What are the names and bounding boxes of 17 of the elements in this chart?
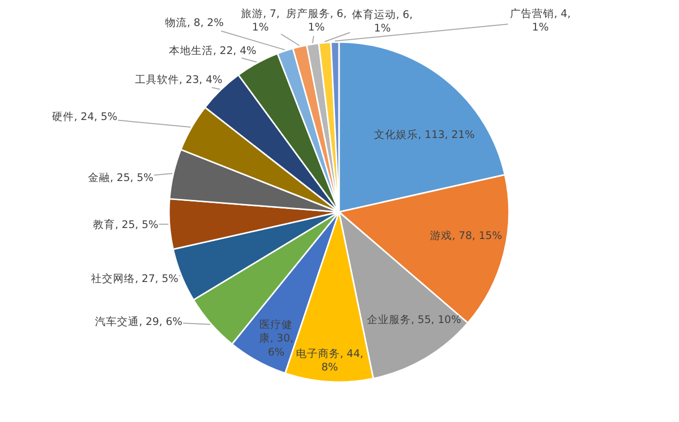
slice-label: 本地生活, 22, 4% xyxy=(169,44,256,57)
slice-label: 教育, 25, 5% xyxy=(93,218,158,231)
slice-label: 医疗健康, 30, 6% xyxy=(259,318,294,358)
slice-label: 企业服务, 55, 10% xyxy=(367,313,462,326)
slice-label: 工具软件, 23, 4% xyxy=(135,74,222,86)
slice-label: 物流, 8, 2% xyxy=(165,16,224,29)
slice-label: 金融, 25, 5% xyxy=(88,172,154,184)
slice-label: 体育运动, 6, 1% xyxy=(352,8,413,35)
slice-label: 游戏, 78, 15% xyxy=(430,229,502,242)
slice-label: 社交网络, 27, 5% xyxy=(91,272,178,285)
slice-label: 硬件, 24, 5% xyxy=(52,111,118,123)
slice-label: 广告营销, 4, 1% xyxy=(510,7,571,34)
slice-label: 文化娱乐, 113, 21% xyxy=(374,128,475,141)
slice-label: 房产服务, 6, 1% xyxy=(286,7,347,34)
slice-label: 电子商务, 44, 8% xyxy=(296,347,364,374)
slice-label: 旅游, 7, 1% xyxy=(241,7,280,34)
slice-label: 汽车交通, 29, 6% xyxy=(95,315,182,328)
